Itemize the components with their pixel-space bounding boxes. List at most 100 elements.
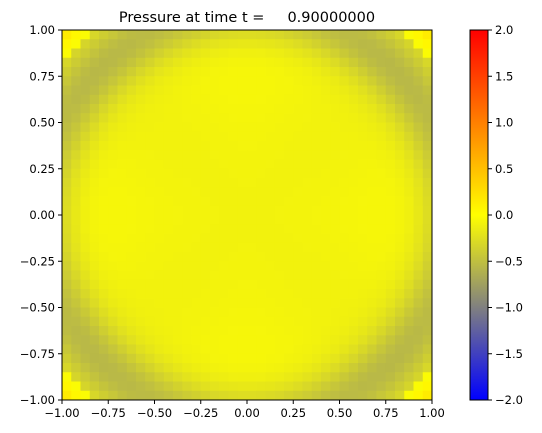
heatmap-cell (358, 381, 368, 392)
heatmap-cell (247, 307, 257, 318)
x-tick-label: 1.00 (419, 406, 445, 420)
heatmap-cell (302, 270, 313, 281)
heatmap-cell (404, 122, 414, 133)
heatmap-cell (256, 279, 266, 290)
heatmap-cell (284, 141, 294, 151)
heatmap-cell (126, 187, 137, 197)
heatmap-cell (237, 363, 248, 373)
heatmap-cell (339, 381, 350, 392)
heatmap-cell (99, 30, 109, 40)
heatmap-cell (358, 113, 368, 123)
heatmap-cell (311, 131, 322, 142)
heatmap-cell (210, 224, 220, 234)
heatmap-cell (247, 326, 257, 336)
heatmap-cell (182, 122, 192, 133)
heatmap-cell (321, 252, 331, 262)
heatmap-cell (302, 252, 313, 262)
heatmap-cell (395, 289, 405, 299)
heatmap-cell (376, 76, 387, 86)
heatmap-cell (274, 215, 285, 225)
heatmap-cell (256, 298, 266, 308)
heatmap-cell (321, 122, 331, 133)
heatmap-cell (348, 298, 359, 308)
heatmap-cell (311, 335, 322, 345)
heatmap-cell (163, 30, 174, 40)
heatmap-cell (108, 381, 118, 392)
heatmap-cell (293, 390, 303, 401)
heatmap-cell (413, 205, 424, 216)
heatmap-cell (358, 233, 368, 244)
heatmap-cell (274, 39, 285, 49)
heatmap-cell (145, 215, 155, 225)
heatmap-cell (71, 289, 81, 299)
heatmap-cell (117, 363, 128, 373)
heatmap-cell (311, 85, 322, 96)
heatmap-cell (80, 279, 91, 290)
heatmap-cell (99, 205, 109, 216)
heatmap-cell (422, 76, 433, 86)
heatmap-cell (339, 289, 350, 299)
heatmap-cell (404, 48, 414, 59)
heatmap-cell (302, 326, 313, 336)
heatmap-cell (200, 85, 211, 96)
heatmap-cell (302, 30, 313, 40)
heatmap-cell (210, 335, 220, 345)
heatmap-cell (265, 261, 276, 271)
heatmap-cell (71, 141, 81, 151)
heatmap-cell (219, 113, 229, 123)
heatmap-cell (348, 261, 359, 271)
heatmap-cell (210, 381, 220, 392)
heatmap-cell (163, 39, 174, 49)
heatmap-cell (154, 150, 165, 160)
heatmap-cell (117, 261, 128, 271)
heatmap-cell (219, 178, 229, 188)
heatmap-cell (163, 205, 174, 216)
heatmap-cell (339, 316, 350, 327)
heatmap-cell (422, 298, 433, 308)
heatmap-cell (404, 131, 414, 142)
heatmap-cell (219, 94, 229, 105)
heatmap-cell (330, 390, 340, 401)
heatmap-cell (117, 67, 128, 77)
heatmap-cell (80, 150, 91, 160)
heatmap-cell (395, 298, 405, 308)
heatmap-cell (126, 30, 137, 40)
heatmap-cell (256, 57, 266, 68)
heatmap-cell (293, 261, 303, 271)
heatmap-cell (228, 122, 239, 133)
heatmap-cell (293, 224, 303, 234)
heatmap-cell (339, 76, 350, 86)
heatmap-cell (367, 344, 377, 355)
heatmap-cell (265, 94, 276, 105)
heatmap-cell (385, 372, 396, 382)
heatmap-cell (293, 57, 303, 68)
heatmap-cell (163, 122, 174, 133)
heatmap-cell (99, 57, 109, 68)
heatmap-cell (274, 67, 285, 77)
heatmap-cell (71, 224, 81, 234)
heatmap-cell (237, 215, 248, 225)
heatmap-cell (348, 113, 359, 123)
heatmap-cell (404, 363, 414, 373)
heatmap-cell (62, 344, 72, 355)
heatmap-cell (191, 141, 202, 151)
heatmap-cell (284, 131, 294, 142)
heatmap-cell (62, 168, 72, 179)
heatmap-cell (154, 381, 165, 392)
heatmap-cell (367, 104, 377, 114)
heatmap-cell (219, 261, 229, 271)
heatmap-cell (108, 372, 118, 382)
heatmap-cell (191, 94, 202, 105)
heatmap-cell (348, 159, 359, 170)
heatmap-cell (136, 168, 146, 179)
heatmap-cell (219, 381, 229, 392)
heatmap-cell (145, 178, 155, 188)
heatmap-cell (163, 76, 174, 86)
heatmap-cell (62, 252, 72, 262)
heatmap-cell (339, 390, 350, 401)
heatmap-cell (182, 270, 192, 281)
heatmap-cell (348, 390, 359, 401)
heatmap-cell (126, 233, 137, 244)
heatmap-cell (385, 363, 396, 373)
heatmap-cell (422, 242, 433, 253)
